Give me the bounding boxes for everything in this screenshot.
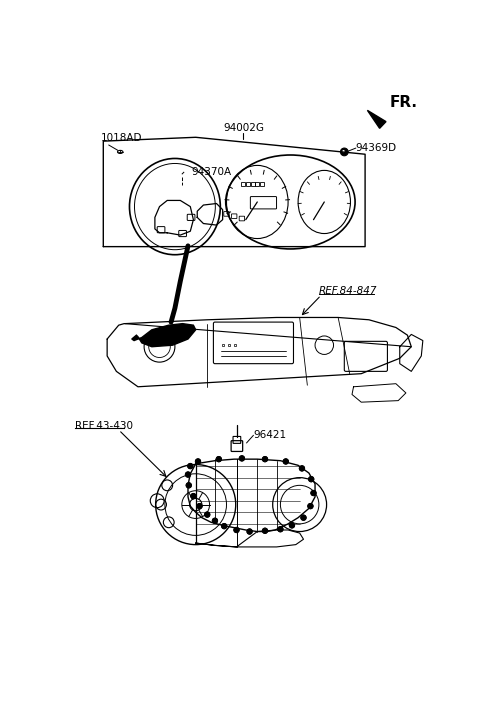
Circle shape xyxy=(340,148,348,156)
Circle shape xyxy=(289,523,294,528)
Circle shape xyxy=(262,457,268,462)
Text: 1018AD: 1018AD xyxy=(101,133,142,142)
Text: FR.: FR. xyxy=(390,95,418,110)
Circle shape xyxy=(187,463,193,469)
Circle shape xyxy=(283,459,289,464)
Circle shape xyxy=(234,527,239,533)
Circle shape xyxy=(205,512,210,518)
Circle shape xyxy=(221,523,227,529)
Polygon shape xyxy=(132,324,196,347)
Circle shape xyxy=(308,476,314,482)
Circle shape xyxy=(196,459,201,464)
Circle shape xyxy=(301,515,306,521)
Circle shape xyxy=(311,490,316,496)
Circle shape xyxy=(342,150,345,152)
Text: 94369D: 94369D xyxy=(356,143,397,153)
Circle shape xyxy=(216,457,221,462)
Text: 96421: 96421 xyxy=(253,430,287,441)
Circle shape xyxy=(197,503,202,509)
Circle shape xyxy=(185,472,191,477)
Circle shape xyxy=(186,483,192,488)
Circle shape xyxy=(247,529,252,534)
Polygon shape xyxy=(368,111,386,129)
Circle shape xyxy=(308,503,313,509)
Text: 94002G: 94002G xyxy=(223,123,264,132)
Circle shape xyxy=(299,466,304,471)
Circle shape xyxy=(191,494,196,499)
Text: REF.43-430: REF.43-430 xyxy=(75,421,133,431)
Circle shape xyxy=(212,518,217,523)
Text: 94370A: 94370A xyxy=(192,167,232,177)
Circle shape xyxy=(278,526,283,532)
Circle shape xyxy=(239,456,245,461)
Circle shape xyxy=(262,528,268,534)
Text: REF.84-847: REF.84-847 xyxy=(319,286,378,297)
